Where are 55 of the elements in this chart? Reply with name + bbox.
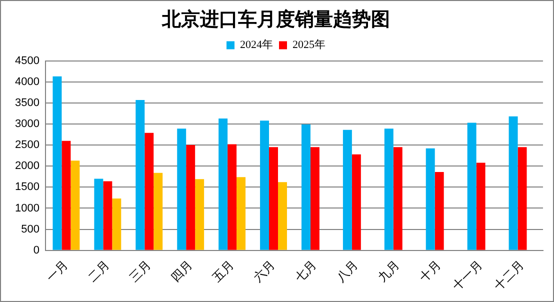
x-tick-label: 一月 [44, 258, 71, 285]
x-tick-label: 四月 [168, 258, 195, 285]
legend-label: 2024年 [240, 39, 273, 52]
bar [144, 132, 154, 250]
chart-title: 北京进口车月度销量趋势图 [161, 8, 390, 30]
bar [278, 182, 287, 250]
y-tick-label: 4000 [14, 76, 40, 88]
bar [103, 181, 112, 250]
bar [154, 172, 163, 250]
bar [508, 116, 518, 250]
x-tick-label: 三月 [126, 258, 154, 285]
y-tick-label: 500 [21, 223, 40, 236]
bar [112, 198, 122, 250]
x-tick-label: 九月 [375, 258, 402, 285]
bar [393, 147, 402, 250]
y-tick-label: 3000 [14, 118, 40, 130]
bar [476, 162, 486, 250]
y-tick-label: 3500 [14, 96, 40, 109]
bar [352, 154, 361, 250]
bar [136, 100, 145, 250]
bar [301, 124, 310, 250]
bar [260, 120, 270, 250]
bar [195, 179, 204, 250]
bar [94, 178, 104, 250]
x-tick-label: 八月 [334, 258, 361, 285]
bar [310, 147, 320, 250]
bar [467, 122, 476, 250]
x-tick-label: 十二月 [491, 258, 527, 294]
y-tick-label: 4500 [14, 54, 40, 67]
y-tick-label: 2500 [14, 139, 40, 152]
bar [518, 147, 527, 250]
bar [342, 130, 352, 250]
y-tick-label: 1500 [14, 181, 40, 194]
bar [62, 140, 71, 250]
bar [218, 118, 228, 250]
bar [426, 148, 435, 250]
y-tick-label: 0 [33, 244, 40, 256]
bar [228, 144, 237, 250]
x-tick-label: 十一月 [450, 258, 486, 294]
x-tick-label: 六月 [250, 258, 278, 285]
x-tick-label: 十月 [416, 258, 444, 285]
x-tick-label: 七月 [292, 258, 320, 285]
y-tick-label: 1000 [14, 202, 40, 214]
legend-label: 2025年 [292, 39, 326, 52]
x-tick-label: 五月 [210, 258, 236, 285]
y-tick-label: 2000 [14, 160, 40, 172]
bar [52, 76, 62, 250]
bar [70, 160, 80, 250]
x-tick-label: 二月 [85, 258, 112, 285]
bar [236, 177, 246, 250]
bar [186, 145, 196, 250]
bar [269, 147, 278, 250]
bar [384, 128, 394, 250]
bar [177, 128, 186, 250]
bar [434, 172, 444, 250]
